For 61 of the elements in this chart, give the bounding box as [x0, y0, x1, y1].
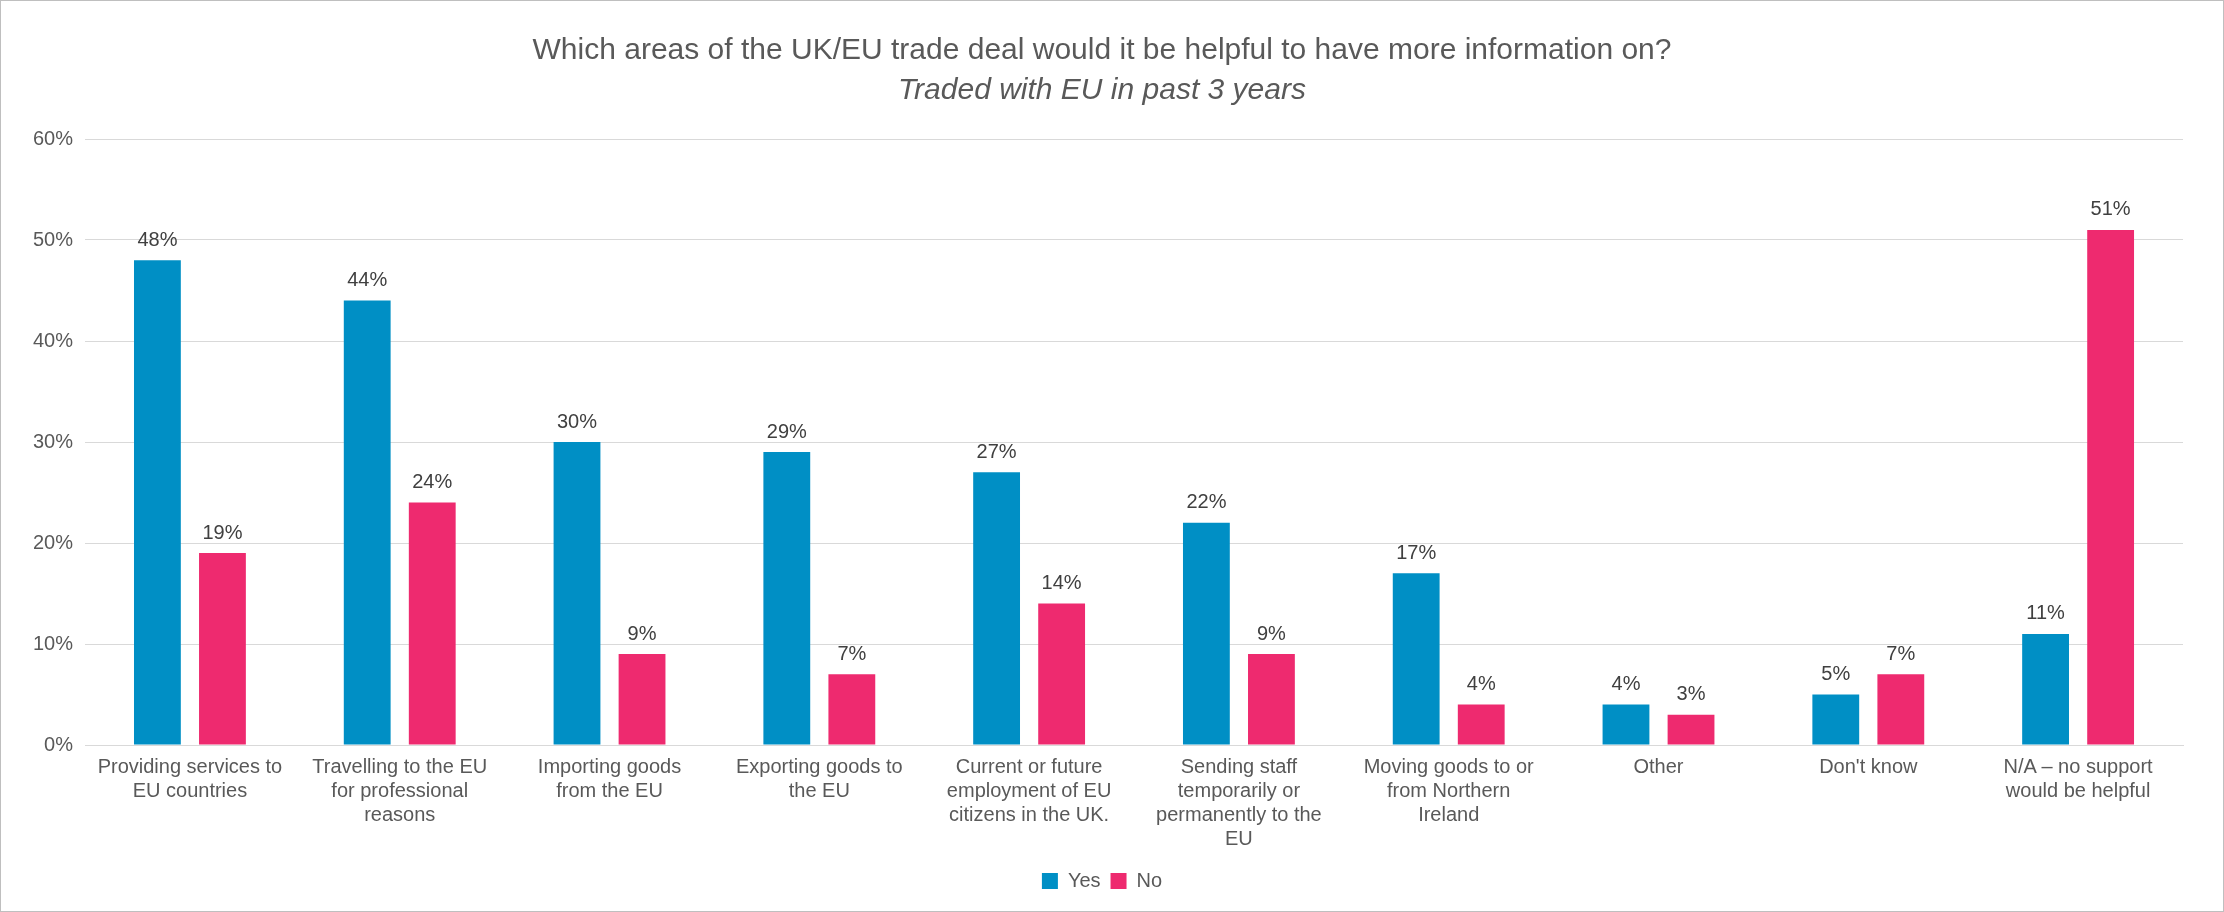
bar [828, 674, 876, 745]
legend-label: No [1136, 868, 1163, 891]
data-label: 5% [1821, 662, 1851, 685]
bar [1038, 603, 1086, 745]
bar [199, 553, 246, 745]
bar [2087, 229, 2135, 745]
bar [1812, 694, 1860, 745]
data-label: 17% [1396, 540, 1437, 563]
x-tick-label: Sending staff temporarily or permanently to the EU [1156, 754, 1322, 849]
y-tick-label: 40% [33, 328, 74, 351]
x-tick-label: N/A – no support would be helpful [2003, 754, 2154, 801]
x-tick-label: Moving goods to or from Northern Ireland [1363, 754, 1535, 825]
bar [973, 472, 1021, 745]
x-tick-label: Travelling to the EU for professional reasons [312, 754, 488, 825]
bar [1667, 714, 1715, 745]
data-label: 7% [837, 641, 867, 664]
bar [1392, 573, 1440, 745]
x-tick-label: Providing services to EU countries [97, 754, 283, 801]
data-label: 27% [976, 439, 1017, 462]
data-label: 9% [1256, 621, 1287, 644]
y-tick-label: 10% [33, 631, 74, 654]
y-tick-label: 0% [44, 732, 74, 755]
data-label: 24% [412, 470, 453, 493]
data-label: 9% [627, 621, 657, 644]
data-label: 4% [1466, 672, 1496, 695]
bar [553, 442, 601, 745]
y-tick-label: 30% [33, 429, 74, 452]
chart-title: Which areas of the UK/EU trade deal would it be helpful to have more information on? [532, 32, 1672, 66]
bar [1602, 704, 1650, 745]
data-label: 30% [556, 409, 598, 432]
chart-subtitle: Traded with EU in past 3 years [898, 72, 1306, 106]
x-tick-label: Current or future employment of EU citizens in the UK. [946, 754, 1112, 825]
bar [763, 452, 811, 745]
bar [408, 502, 456, 745]
bar [134, 260, 181, 745]
x-tick-label: Don't know [1819, 754, 1919, 777]
legend-label: Yes [1067, 868, 1101, 891]
data-label: 4% [1611, 672, 1641, 695]
y-tick-label: 20% [33, 530, 74, 553]
bar [1248, 654, 1295, 745]
data-label: 3% [1676, 682, 1706, 705]
data-label: 48% [137, 227, 178, 250]
data-label: 44% [347, 268, 388, 291]
bar [2022, 633, 2069, 745]
data-label: 51% [2090, 197, 2131, 220]
x-tick-label: Exporting goods to the EU [735, 754, 903, 801]
bar [618, 654, 666, 745]
x-tick-label: Other [1633, 754, 1684, 777]
data-label: 7% [1886, 641, 1916, 664]
y-tick-label: 60% [33, 126, 74, 149]
data-label: 22% [1186, 490, 1227, 513]
y-tick-label: 50% [33, 227, 74, 250]
bar [1457, 704, 1505, 745]
data-label: 19% [202, 520, 243, 543]
x-tick-label: Importing goods from the EU [537, 754, 682, 801]
data-label: 11% [2026, 601, 2066, 624]
bar [1877, 674, 1925, 745]
data-label: 29% [766, 419, 808, 442]
bar [343, 300, 391, 745]
data-label: 14% [1041, 571, 1082, 594]
bar [1182, 522, 1230, 745]
